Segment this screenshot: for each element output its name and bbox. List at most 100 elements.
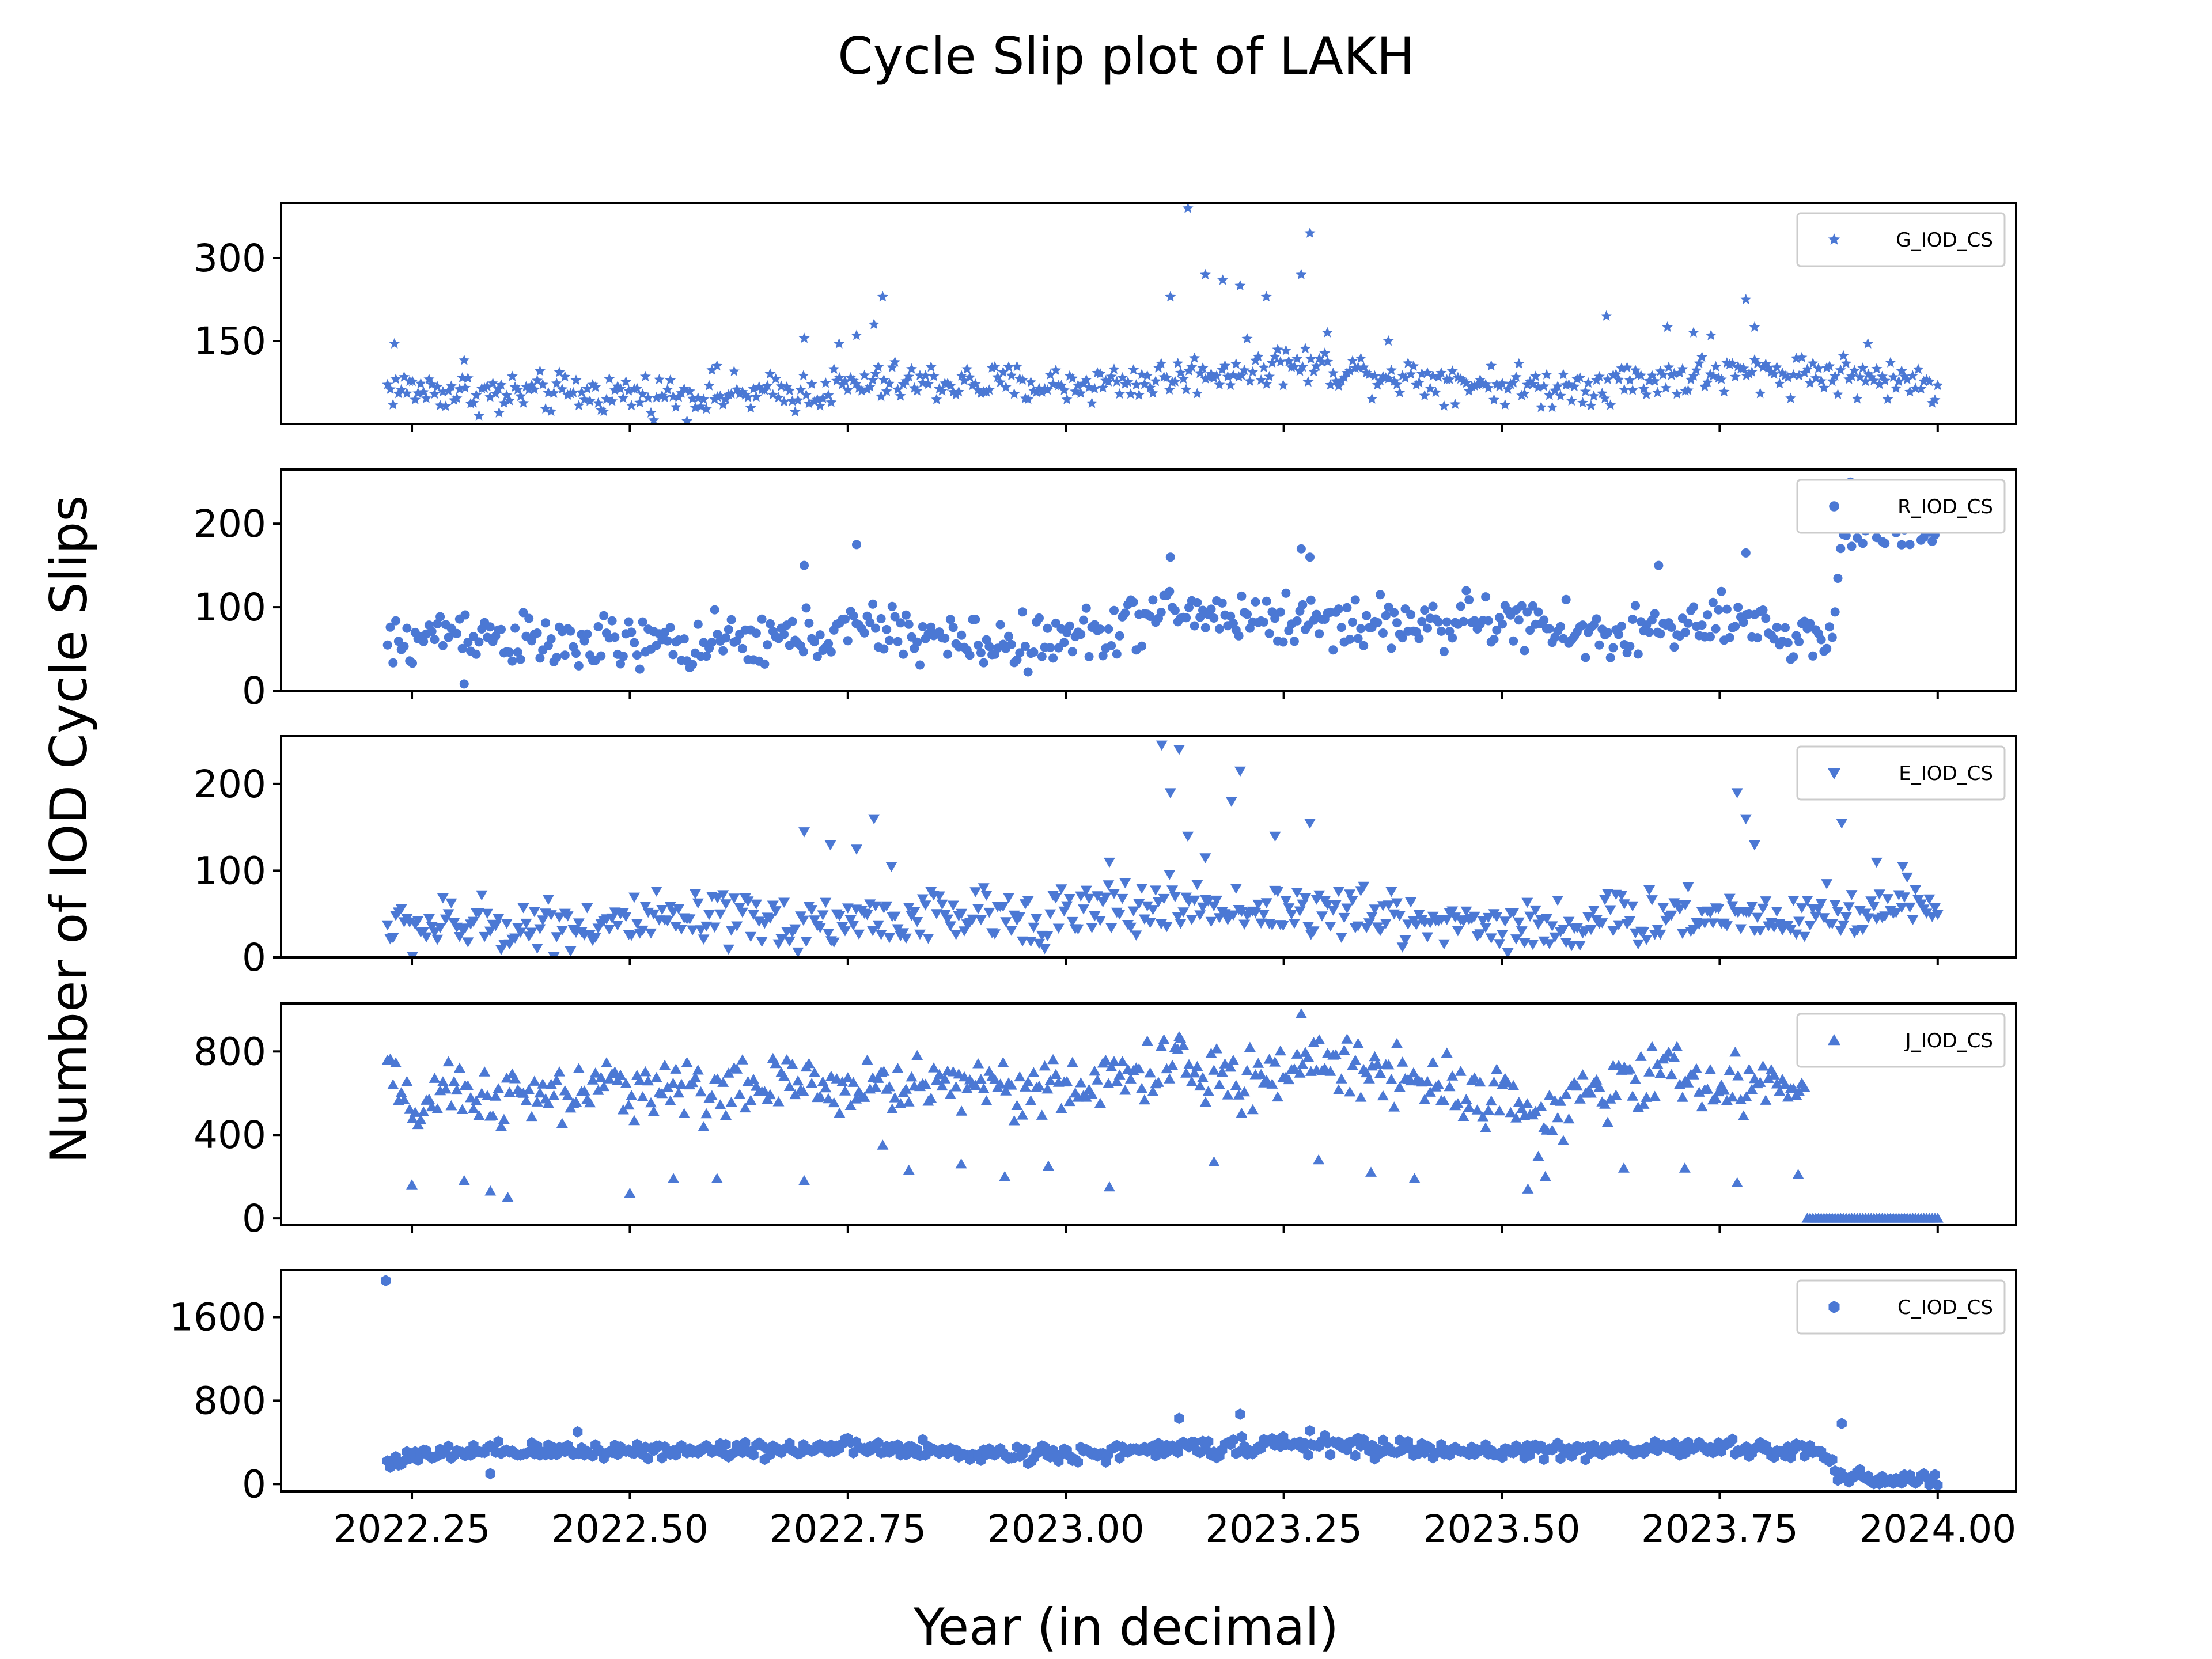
data-point xyxy=(460,610,470,620)
data-point xyxy=(847,1077,859,1087)
data-point xyxy=(579,393,590,404)
data-point xyxy=(1471,1104,1483,1115)
data-point xyxy=(1535,1101,1547,1111)
data-point xyxy=(1754,926,1766,937)
data-point xyxy=(1283,1074,1295,1085)
data-point xyxy=(1798,931,1810,942)
data-point xyxy=(1275,607,1285,617)
data-point xyxy=(1830,607,1840,617)
data-point xyxy=(560,650,570,660)
data-point-peak xyxy=(798,827,810,838)
data-point xyxy=(1047,378,1059,389)
data-point-peak xyxy=(1103,857,1115,868)
data-point xyxy=(1492,625,1502,635)
data-point xyxy=(1153,897,1164,908)
data-point xyxy=(1543,939,1555,949)
data-point xyxy=(1588,906,1600,916)
data-point xyxy=(703,910,715,921)
data-point-peak xyxy=(1618,1162,1630,1173)
data-point xyxy=(1435,367,1447,378)
data-point xyxy=(1136,1082,1148,1093)
data-point xyxy=(1407,1067,1419,1078)
data-point xyxy=(1641,389,1652,400)
data-point xyxy=(792,395,804,406)
data-point xyxy=(1332,1084,1344,1094)
data-point xyxy=(562,1090,574,1100)
data-point xyxy=(1459,616,1468,626)
data-point xyxy=(1563,1113,1575,1124)
data-point xyxy=(390,373,402,384)
data-point xyxy=(601,1057,612,1067)
data-point xyxy=(1327,367,1339,378)
legend-box xyxy=(1796,479,2006,534)
data-point-peak xyxy=(1679,1162,1691,1173)
data-point xyxy=(1528,601,1537,611)
data-point xyxy=(1818,382,1830,393)
data-point xyxy=(1150,376,1161,387)
data-point xyxy=(980,1095,993,1105)
data-point xyxy=(681,415,693,424)
data-point xyxy=(586,1074,599,1085)
data-point xyxy=(1119,378,1131,389)
data-point xyxy=(1727,1433,1738,1445)
data-point-peak xyxy=(1740,294,1752,305)
data-point-peak xyxy=(1601,310,1612,321)
data-point xyxy=(1921,908,1933,919)
data-point xyxy=(997,902,1009,912)
data-point xyxy=(700,1108,713,1119)
data-point xyxy=(1729,1046,1741,1057)
data-point xyxy=(1628,615,1638,624)
data-point xyxy=(676,925,687,935)
data-point xyxy=(784,385,796,396)
data-point xyxy=(972,1058,984,1069)
data-point xyxy=(864,381,876,392)
data-point-peak xyxy=(1217,274,1229,285)
data-point xyxy=(1067,373,1078,384)
data-point xyxy=(757,614,767,624)
data-point xyxy=(1433,1079,1445,1089)
data-point xyxy=(1389,608,1399,618)
data-point xyxy=(1793,370,1805,381)
data-point xyxy=(1544,624,1554,634)
data-point xyxy=(1510,371,1522,382)
data-point xyxy=(463,638,473,647)
data-point xyxy=(1131,379,1142,390)
data-point xyxy=(1382,1059,1395,1070)
data-point xyxy=(1197,902,1209,913)
data-point xyxy=(1758,605,1768,615)
data-point xyxy=(1452,926,1464,937)
x-tick-label: 2023.50 xyxy=(1423,1507,1581,1551)
data-point xyxy=(1832,907,1844,918)
data-point xyxy=(639,370,651,381)
data-point-peak xyxy=(1749,321,1760,332)
data-point xyxy=(1029,647,1039,657)
data-point xyxy=(1627,1090,1639,1101)
legend: R_IOD_CS xyxy=(1796,479,2006,534)
data-point xyxy=(884,378,895,389)
data-point-peak xyxy=(1539,1171,1551,1181)
data-point xyxy=(911,917,923,927)
data-point xyxy=(1353,634,1363,643)
data-point xyxy=(1815,899,1827,909)
data-point xyxy=(551,932,563,942)
data-point xyxy=(1119,1085,1131,1095)
data-point xyxy=(948,386,959,397)
data-point xyxy=(1665,910,1677,921)
data-point xyxy=(699,638,709,647)
data-point xyxy=(722,1067,734,1078)
x-tick-label: 2022.75 xyxy=(769,1507,926,1551)
data-point xyxy=(1050,893,1062,904)
data-point xyxy=(1083,893,1095,904)
data-point xyxy=(1677,363,1688,374)
data-point xyxy=(537,915,549,926)
data-point xyxy=(1211,895,1223,906)
data-point xyxy=(1557,1135,1569,1145)
data-point xyxy=(1022,393,1034,404)
data-point-peak xyxy=(877,291,888,302)
data-point xyxy=(965,650,975,660)
data-point xyxy=(1798,1082,1810,1092)
data-point xyxy=(387,1079,399,1089)
data-point xyxy=(501,1072,513,1083)
